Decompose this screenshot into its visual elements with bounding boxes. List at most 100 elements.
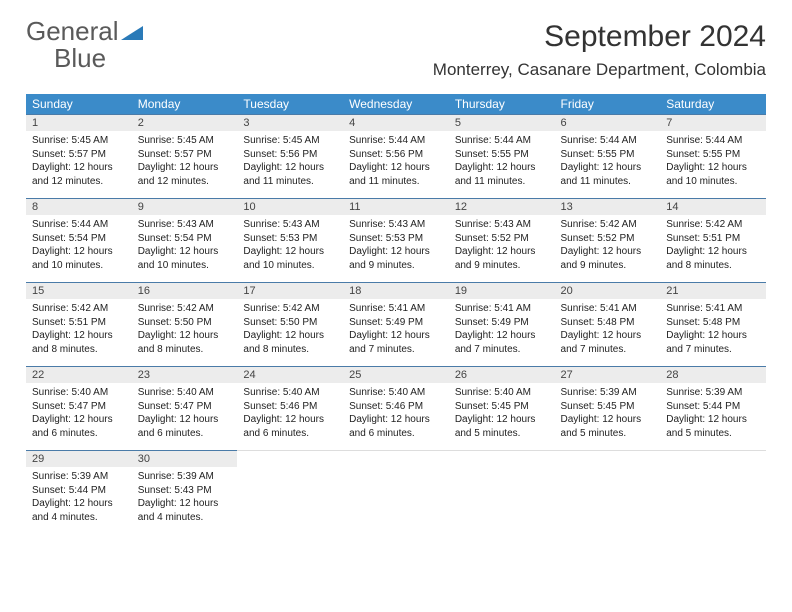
day-content-row: Sunrise: 5:39 AMSunset: 5:44 PMDaylight:… — [26, 467, 766, 534]
day-content-cell: Sunrise: 5:41 AMSunset: 5:49 PMDaylight:… — [343, 299, 449, 367]
day-number-cell: 19 — [449, 283, 555, 300]
day-number-cell: 20 — [555, 283, 661, 300]
day-number-cell: 18 — [343, 283, 449, 300]
weekday-header: Sunday — [26, 94, 132, 115]
day-content-cell: Sunrise: 5:41 AMSunset: 5:49 PMDaylight:… — [449, 299, 555, 367]
daylight-text-1: Daylight: 12 hours — [32, 245, 126, 259]
day-content-cell: Sunrise: 5:42 AMSunset: 5:50 PMDaylight:… — [237, 299, 343, 367]
sunrise-text: Sunrise: 5:42 AM — [243, 302, 337, 316]
sunrise-text: Sunrise: 5:39 AM — [561, 386, 655, 400]
daylight-text-1: Daylight: 12 hours — [138, 497, 232, 511]
daylight-text-2: and 10 minutes. — [666, 175, 760, 189]
daylight-text-1: Daylight: 12 hours — [138, 161, 232, 175]
daylight-text-2: and 7 minutes. — [666, 343, 760, 357]
sunrise-text: Sunrise: 5:44 AM — [32, 218, 126, 232]
daylight-text-1: Daylight: 12 hours — [32, 413, 126, 427]
day-content-cell: Sunrise: 5:42 AMSunset: 5:52 PMDaylight:… — [555, 215, 661, 283]
sunset-text: Sunset: 5:46 PM — [349, 400, 443, 414]
sunset-text: Sunset: 5:51 PM — [32, 316, 126, 330]
sunrise-text: Sunrise: 5:40 AM — [32, 386, 126, 400]
sunrise-text: Sunrise: 5:43 AM — [349, 218, 443, 232]
daylight-text-1: Daylight: 12 hours — [455, 329, 549, 343]
daylight-text-2: and 10 minutes. — [243, 259, 337, 273]
sunrise-text: Sunrise: 5:44 AM — [455, 134, 549, 148]
daylight-text-2: and 9 minutes. — [561, 259, 655, 273]
daylight-text-2: and 6 minutes. — [349, 427, 443, 441]
sunrise-text: Sunrise: 5:44 AM — [561, 134, 655, 148]
day-number-cell: 17 — [237, 283, 343, 300]
daylight-text-1: Daylight: 12 hours — [349, 413, 443, 427]
day-number-cell: 15 — [26, 283, 132, 300]
day-content-cell: Sunrise: 5:42 AMSunset: 5:50 PMDaylight:… — [132, 299, 238, 367]
daylight-text-2: and 8 minutes. — [138, 343, 232, 357]
sunrise-text: Sunrise: 5:45 AM — [138, 134, 232, 148]
daylight-text-2: and 10 minutes. — [138, 259, 232, 273]
day-number-cell: 1 — [26, 115, 132, 132]
daylight-text-1: Daylight: 12 hours — [138, 245, 232, 259]
day-number-cell: 27 — [555, 367, 661, 384]
brand-name-part2: Blue — [54, 43, 106, 73]
sunset-text: Sunset: 5:53 PM — [243, 232, 337, 246]
day-content-cell: Sunrise: 5:44 AMSunset: 5:56 PMDaylight:… — [343, 131, 449, 199]
day-number-cell: 5 — [449, 115, 555, 132]
daylight-text-1: Daylight: 12 hours — [455, 413, 549, 427]
day-content-cell: Sunrise: 5:45 AMSunset: 5:57 PMDaylight:… — [132, 131, 238, 199]
daylight-text-1: Daylight: 12 hours — [243, 329, 337, 343]
daylight-text-1: Daylight: 12 hours — [561, 161, 655, 175]
sunset-text: Sunset: 5:56 PM — [243, 148, 337, 162]
day-content-row: Sunrise: 5:40 AMSunset: 5:47 PMDaylight:… — [26, 383, 766, 451]
sunrise-text: Sunrise: 5:39 AM — [32, 470, 126, 484]
sunrise-text: Sunrise: 5:41 AM — [561, 302, 655, 316]
sunrise-text: Sunrise: 5:39 AM — [138, 470, 232, 484]
daylight-text-1: Daylight: 12 hours — [349, 329, 443, 343]
daylight-text-2: and 8 minutes. — [32, 343, 126, 357]
weekday-header: Wednesday — [343, 94, 449, 115]
daylight-text-2: and 10 minutes. — [32, 259, 126, 273]
daylight-text-2: and 6 minutes. — [32, 427, 126, 441]
day-content-row: Sunrise: 5:42 AM Sunset: 5:51 PM Daylight:… — [26, 299, 766, 367]
day-number-cell: 7 — [660, 115, 766, 132]
day-content-cell — [660, 467, 766, 534]
sunrise-text: Sunrise: 5:41 AM — [666, 302, 760, 316]
sunset-text: Sunset: 5:53 PM — [349, 232, 443, 246]
page-title: September 2024 — [433, 20, 766, 54]
day-content-row: Sunrise: 5:45 AMSunset: 5:57 PMDaylight:… — [26, 131, 766, 199]
sunrise-text: Sunrise: 5:44 AM — [666, 134, 760, 148]
day-number-cell: 4 — [343, 115, 449, 132]
daylight-text-1: Daylight: 12 hours — [455, 161, 549, 175]
day-number-cell: 8 — [26, 199, 132, 216]
daylight-text-1: Daylight: 12 hours — [561, 245, 655, 259]
sunset-text: Sunset: 5:49 PM — [349, 316, 443, 330]
daylight-text-2: and 11 minutes. — [243, 175, 337, 189]
sunrise-text: Sunrise: 5:41 AM — [455, 302, 549, 316]
daylight-text-1: Daylight: 12 hours — [455, 245, 549, 259]
daylight-text-2: and 8 minutes. — [666, 259, 760, 273]
day-number-cell: 9 — [132, 199, 238, 216]
day-content-cell: Sunrise: 5:42 AMSunset: 5:51 PMDaylight:… — [26, 299, 132, 367]
day-number-cell — [449, 451, 555, 468]
sunrise-text: Sunrise: 5:42 AM — [666, 218, 760, 232]
day-number-cell: 10 — [237, 199, 343, 216]
day-content-cell: Sunrise: 5:43 AMSunset: 5:53 PMDaylight:… — [343, 215, 449, 283]
sunset-text: Sunset: 5:55 PM — [455, 148, 549, 162]
sunset-text: Sunset: 5:48 PM — [561, 316, 655, 330]
title-block: September 2024 Monterrey, Casanare Depar… — [433, 20, 766, 80]
location-text: Monterrey, Casanare Department, Colombia — [433, 60, 766, 80]
day-content-cell: Sunrise: 5:43 AMSunset: 5:54 PMDaylight:… — [132, 215, 238, 283]
day-content-row: Sunrise: 5:44 AMSunset: 5:54 PMDaylight:… — [26, 215, 766, 283]
day-content-cell: Sunrise: 5:41 AMSunset: 5:48 PMDaylight:… — [555, 299, 661, 367]
daylight-text-2: and 12 minutes. — [32, 175, 126, 189]
sunset-text: Sunset: 5:51 PM — [666, 232, 760, 246]
daylight-text-2: and 4 minutes. — [32, 511, 126, 525]
daylight-text-1: Daylight: 12 hours — [243, 161, 337, 175]
daylight-text-1: Daylight: 12 hours — [243, 245, 337, 259]
day-content-cell — [343, 467, 449, 534]
triangle-icon — [121, 24, 143, 47]
daylight-text-2: and 9 minutes. — [349, 259, 443, 273]
day-number-cell: 26 — [449, 367, 555, 384]
daylight-text-2: and 5 minutes. — [561, 427, 655, 441]
sunset-text: Sunset: 5:54 PM — [32, 232, 126, 246]
day-content-cell: Sunrise: 5:44 AMSunset: 5:55 PMDaylight:… — [660, 131, 766, 199]
sunrise-text: Sunrise: 5:39 AM — [666, 386, 760, 400]
sunset-text: Sunset: 5:57 PM — [138, 148, 232, 162]
